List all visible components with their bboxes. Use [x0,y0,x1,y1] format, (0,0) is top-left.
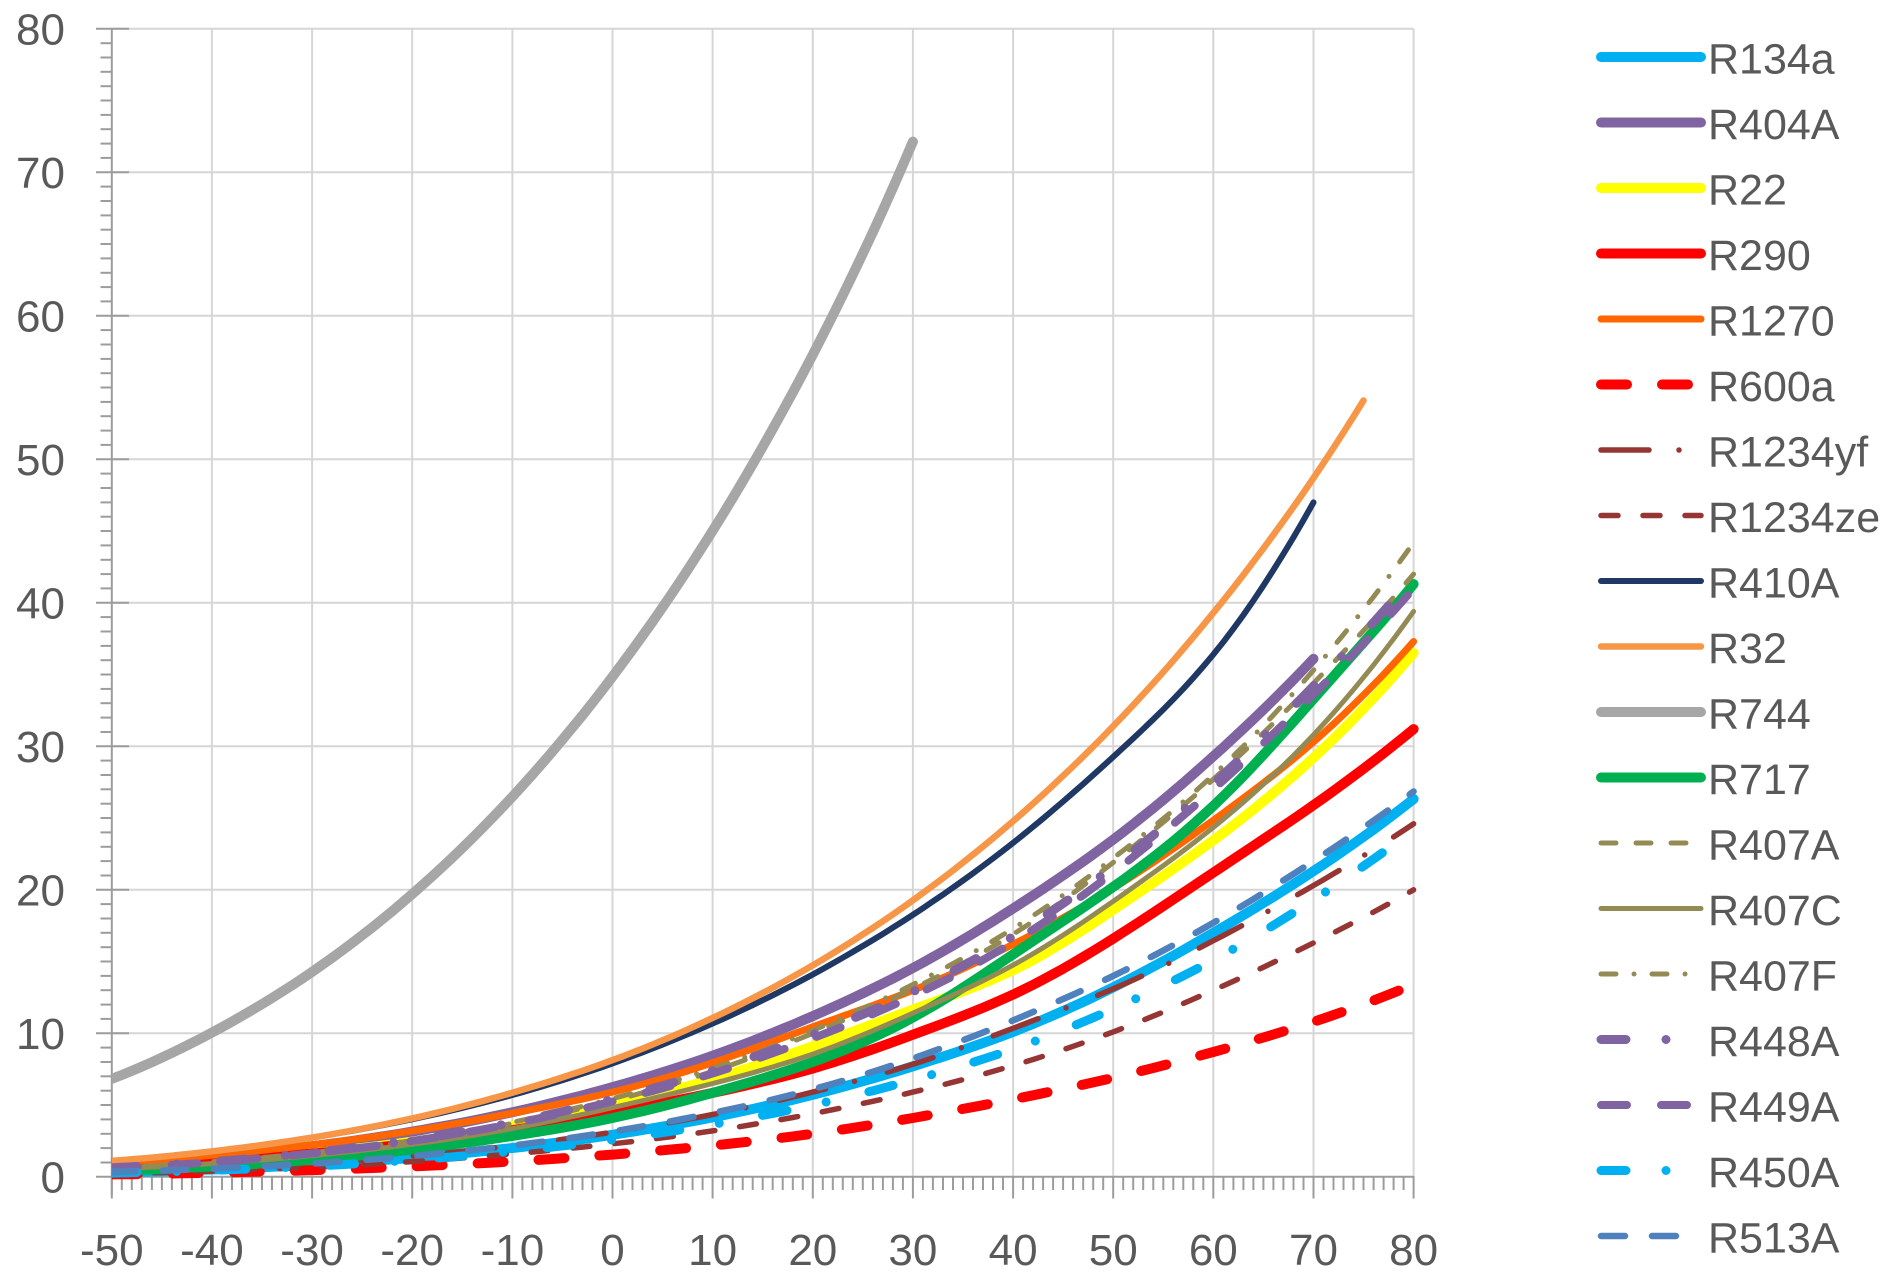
svg-text:10: 10 [16,1010,65,1059]
svg-text:R22: R22 [1708,167,1787,215]
svg-text:20: 20 [16,867,65,916]
svg-text:30: 30 [888,1226,937,1270]
svg-text:R1234yf: R1234yf [1708,429,1869,477]
svg-text:80: 80 [1389,1226,1438,1270]
svg-text:0: 0 [600,1226,624,1270]
svg-text:R600a: R600a [1708,363,1835,411]
svg-text:R448A: R448A [1708,1018,1840,1066]
svg-text:R407C: R407C [1708,887,1842,935]
svg-text:40: 40 [989,1226,1038,1270]
svg-text:60: 60 [1189,1226,1238,1270]
svg-text:-40: -40 [180,1226,244,1270]
svg-text:50: 50 [16,436,65,485]
svg-text:-20: -20 [380,1226,444,1270]
svg-text:20: 20 [788,1226,837,1270]
svg-text:10: 10 [688,1226,737,1270]
svg-text:-30: -30 [280,1226,344,1270]
svg-text:80: 80 [16,6,65,55]
svg-text:60: 60 [16,293,65,342]
svg-text:R744: R744 [1708,691,1811,739]
svg-text:R134a: R134a [1708,36,1835,84]
svg-text:-10: -10 [481,1226,545,1270]
svg-text:R513A: R513A [1708,1215,1840,1263]
svg-text:70: 70 [16,149,65,198]
svg-text:R450A: R450A [1708,1149,1840,1197]
svg-text:R407A: R407A [1708,822,1840,870]
svg-text:R32: R32 [1708,625,1787,673]
svg-text:40: 40 [16,580,65,629]
svg-text:70: 70 [1289,1226,1338,1270]
svg-text:R410A: R410A [1708,560,1840,608]
svg-text:R717: R717 [1708,756,1811,804]
svg-text:0: 0 [41,1154,65,1203]
svg-text:50: 50 [1089,1226,1138,1270]
svg-text:R404A: R404A [1708,101,1840,149]
svg-text:R290: R290 [1708,232,1811,280]
svg-text:R1234ze: R1234ze [1708,494,1880,542]
svg-text:-50: -50 [80,1226,144,1270]
svg-text:30: 30 [16,723,65,772]
svg-text:R407F: R407F [1708,953,1837,1001]
svg-text:R449A: R449A [1708,1084,1840,1132]
svg-text:R1270: R1270 [1708,298,1835,346]
